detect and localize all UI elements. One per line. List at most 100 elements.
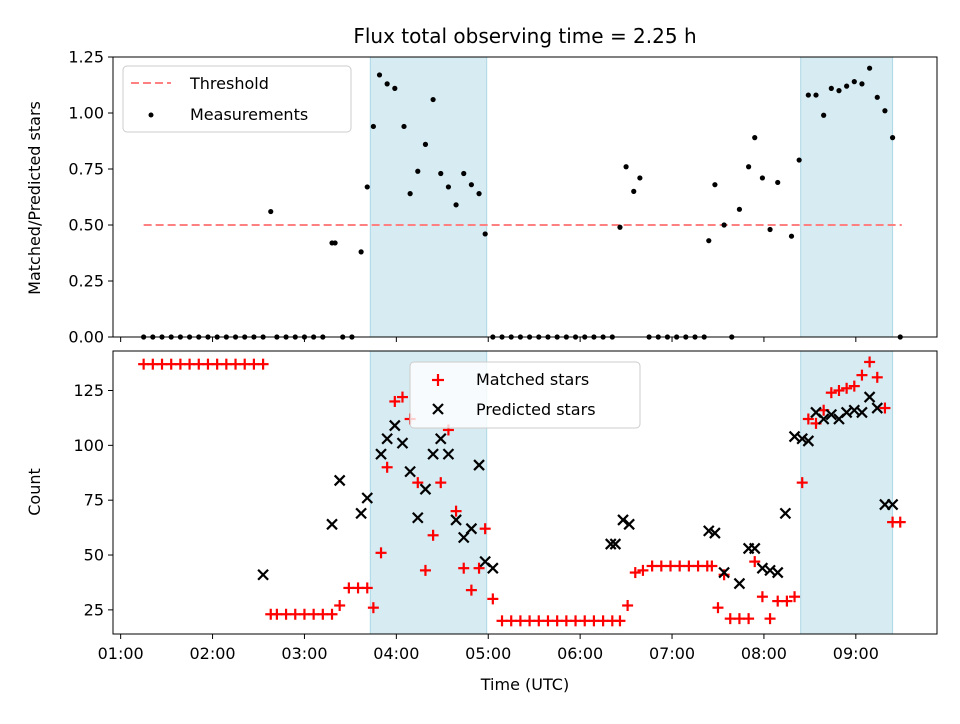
x-tick-label: 05:00	[465, 644, 511, 663]
bottom-axes-frame	[112, 350, 938, 635]
predicted-point	[404, 465, 416, 478]
matched-point	[487, 593, 499, 605]
matched-point	[733, 613, 745, 625]
predicted-point	[396, 437, 409, 449]
measurement-point	[623, 164, 629, 170]
predicted-point	[465, 522, 478, 535]
chart-title: Flux total observing time = 2.25 h	[353, 24, 696, 48]
matched-point	[419, 564, 431, 576]
matched-point	[465, 584, 477, 596]
measurement-point	[759, 175, 765, 181]
matched-point	[570, 615, 582, 627]
measurement-point	[438, 170, 444, 177]
measurement-point	[415, 168, 421, 174]
matched-point	[542, 615, 554, 627]
matched-point	[856, 369, 868, 381]
matched-point	[367, 602, 379, 614]
matched-point	[389, 395, 401, 407]
x-tick-label: 01:00	[98, 644, 144, 663]
legend-matched-label: Matched stars	[476, 370, 589, 389]
matched-point	[789, 591, 801, 603]
matched-point	[412, 477, 424, 489]
measurement-point	[384, 81, 390, 87]
matched-point	[848, 380, 860, 392]
matched-point	[211, 358, 223, 370]
matched-point	[473, 562, 485, 574]
predicted-point	[779, 507, 792, 520]
matched-point	[202, 358, 214, 370]
matched-point	[597, 615, 609, 627]
matched-point	[496, 615, 508, 627]
x-tick-label: 09:00	[833, 644, 879, 663]
measurement-point	[882, 108, 888, 114]
matched-point	[239, 358, 251, 370]
x-tick-label: 07:00	[649, 644, 695, 663]
matched-point	[683, 560, 695, 572]
matched-point	[435, 477, 447, 489]
matched-point	[894, 516, 906, 528]
measurement-point	[631, 188, 637, 194]
shaded-interval-2	[800, 350, 894, 635]
measurement-point	[796, 157, 802, 163]
y-tick-label: 0.50	[68, 216, 104, 235]
matched-point	[802, 413, 814, 425]
matched-point	[622, 599, 634, 611]
matched-point	[724, 613, 736, 625]
matched-point	[841, 382, 853, 394]
measurement-point	[788, 233, 795, 239]
matched-point	[588, 615, 600, 627]
measurement-point	[767, 226, 773, 233]
bottom-predicted-layer	[257, 391, 899, 590]
predicted-point	[771, 566, 784, 579]
y-tick-label: 75	[84, 491, 104, 510]
predicted-point	[419, 483, 432, 495]
matched-point	[361, 582, 373, 594]
measurement-point	[461, 170, 467, 177]
legend-threshold-label: Threshold	[189, 74, 269, 93]
matched-point	[514, 615, 526, 627]
matched-point	[479, 523, 491, 535]
y-tick-label: 50	[84, 546, 104, 565]
matched-point	[614, 615, 626, 627]
legend-predicted-label: Predicted stars	[476, 400, 596, 419]
measurement-point	[746, 164, 752, 170]
measurement-point	[805, 92, 811, 98]
matched-point	[674, 560, 686, 572]
measurement-point	[445, 184, 452, 190]
matched-point	[220, 358, 232, 370]
predicted-point	[796, 432, 808, 445]
matched-point	[756, 591, 768, 603]
matched-point	[352, 582, 364, 594]
measurement-point	[422, 141, 429, 147]
legend-measurements-label: Measurements	[190, 105, 308, 124]
predicted-point	[450, 514, 462, 526]
matched-point	[326, 608, 338, 620]
measurement-point	[851, 79, 857, 85]
matched-point	[706, 560, 718, 572]
x-tick-label: 02:00	[189, 644, 235, 663]
bottom-y-ticks: 25 50 75 100 125	[73, 381, 113, 619]
matched-point	[450, 505, 462, 517]
matched-point	[533, 615, 545, 627]
matched-point	[271, 608, 283, 620]
legend-measurements-swatch	[148, 112, 154, 118]
matched-point	[764, 613, 776, 625]
matched-point	[193, 358, 205, 370]
matched-point	[174, 358, 186, 370]
matched-point	[665, 560, 677, 572]
y-tick-label: 100	[73, 436, 104, 455]
measurement-point	[821, 112, 827, 118]
top-y-axis-label: Matched/Predicted stars	[25, 101, 44, 295]
x-tick-label: 08:00	[741, 644, 787, 663]
measurement-point	[430, 96, 436, 103]
matched-point	[317, 608, 329, 620]
predicted-point	[257, 568, 269, 581]
measurement-point	[482, 231, 488, 237]
matched-point	[257, 358, 269, 370]
matched-point	[334, 599, 346, 611]
legend-matched-swatch	[432, 374, 444, 386]
measurement-point	[407, 191, 413, 197]
matched-point	[864, 356, 876, 368]
matched-point	[248, 358, 260, 370]
measurement-point	[828, 85, 834, 91]
